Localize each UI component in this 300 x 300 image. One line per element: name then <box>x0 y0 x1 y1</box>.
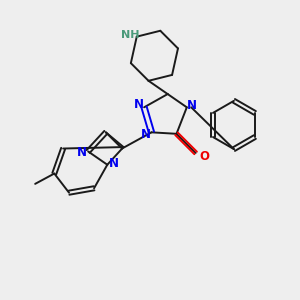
Text: N: N <box>134 98 144 111</box>
Text: N: N <box>187 99 197 112</box>
Text: N: N <box>77 146 87 159</box>
Text: O: O <box>199 150 209 163</box>
Text: NH: NH <box>121 30 140 40</box>
Text: N: N <box>141 128 151 141</box>
Text: N: N <box>109 157 119 170</box>
